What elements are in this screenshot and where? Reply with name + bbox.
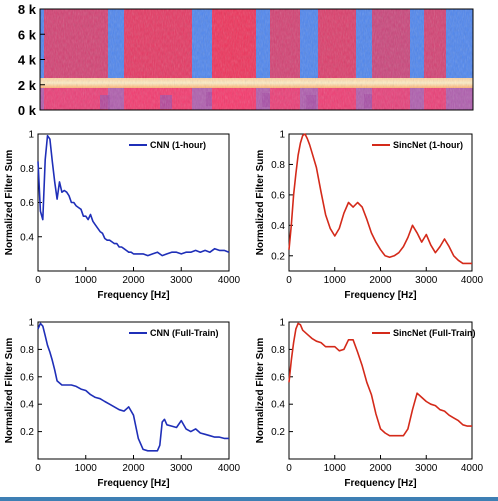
y-tick-label: 0.6 — [20, 372, 34, 383]
x-tick-label: 4000 — [218, 275, 241, 286]
x-tick-label: 2000 — [369, 463, 392, 474]
spectrogram-tick-label: 6 k — [18, 27, 37, 42]
spectrogram-tick-label: 8 k — [18, 2, 37, 17]
spectrogram-tick-label: 0 k — [18, 103, 37, 118]
spectrogram-tick-label: 2 k — [18, 78, 37, 93]
series-line — [37, 134, 230, 257]
y-tick-label: 0.8 — [20, 345, 34, 356]
y-tick-label: 0.2 — [20, 427, 34, 438]
chart-cnn-full-train: 0 1000 2000 3000 4000 0.2 0.4 0.6 0.8 1 Frequency … — [4, 318, 241, 490]
y-tick-label: 0.4 — [20, 232, 34, 243]
y-axis-label: Normalized Filter Sum — [255, 150, 266, 256]
spectrogram-tick-label: 4 k — [18, 53, 37, 68]
y-tick-label: 0.2 — [271, 427, 285, 438]
x-tick-label: 0 — [286, 463, 292, 474]
series-line — [288, 133, 472, 265]
x-tick-label: 3000 — [415, 463, 438, 474]
y-tick-label: 1 — [279, 130, 285, 141]
x-tick-label: 3000 — [170, 275, 193, 286]
y-axis-label: Normalized Filter Sum — [255, 338, 266, 444]
spectrogram-texture — [40, 9, 473, 110]
x-tick-label: 4000 — [461, 275, 484, 286]
chart-sincnet-full-train: 0 1000 2000 3000 4000 0.2 0.4 0.6 0.8 1 Frequency … — [255, 318, 484, 490]
series-line — [288, 322, 472, 437]
x-tick-label: 1000 — [75, 463, 98, 474]
legend-label: SincNet (1-hour) — [393, 140, 463, 150]
y-axis-label: Normalized Filter Sum — [4, 150, 15, 256]
x-tick-label: 1000 — [75, 275, 98, 286]
y-tick-label: 0.4 — [20, 400, 34, 411]
x-tick-label: 0 — [35, 275, 41, 286]
y-tick-label: 0.6 — [271, 372, 285, 383]
chart-sincnet-1-hour: 0 1000 2000 3000 4000 0.2 0.4 0.6 0.8 1 Frequency … — [255, 130, 484, 302]
x-tick-label: 3000 — [170, 463, 193, 474]
y-tick-label: 0.8 — [271, 345, 285, 356]
bottom-frame-bar — [0, 497, 498, 501]
legend-label: SincNet (Full-Train) — [393, 328, 476, 338]
x-axis-label: Frequency [Hz] — [344, 290, 416, 301]
x-axis-label: Frequency [Hz] — [97, 290, 169, 301]
y-tick-label: 0.6 — [271, 190, 285, 201]
x-tick-label: 1000 — [324, 275, 347, 286]
x-tick-label: 2000 — [122, 275, 145, 286]
y-tick-label: 0.4 — [271, 400, 285, 411]
x-tick-label: 2000 — [122, 463, 145, 474]
x-axis-label: Frequency [Hz] — [344, 478, 416, 489]
legend-label: CNN (Full-Train) — [150, 328, 219, 338]
chart-cnn-1-hour: 0 1000 2000 3000 4000 0.4 0.6 0.8 1 Frequency [Hz… — [4, 130, 241, 302]
y-tick-label: 1 — [279, 318, 285, 329]
y-tick-label: 0.6 — [20, 198, 34, 209]
x-tick-label: 4000 — [461, 463, 484, 474]
plot-frame — [37, 133, 230, 272]
y-tick-label: 0.4 — [271, 221, 285, 232]
y-tick-label: 0.8 — [20, 164, 34, 175]
x-tick-label: 3000 — [415, 275, 438, 286]
y-tick-label: 0.2 — [271, 251, 285, 262]
x-tick-label: 1000 — [324, 463, 347, 474]
legend-label: CNN (1-hour) — [150, 140, 206, 150]
y-axis-label: Normalized Filter Sum — [4, 338, 15, 444]
plot-frame — [37, 321, 230, 460]
x-axis-label: Frequency [Hz] — [97, 478, 169, 489]
y-tick-label: 1 — [28, 318, 34, 329]
x-tick-label: 0 — [286, 275, 292, 286]
x-tick-label: 2000 — [369, 275, 392, 286]
series-line — [37, 322, 229, 452]
plot-frame — [288, 321, 473, 460]
x-tick-label: 0 — [35, 463, 41, 474]
y-tick-label: 0.8 — [271, 160, 285, 171]
spectrogram: 8 k 6 k 4 k 2 k 0 k — [18, 2, 474, 118]
x-tick-label: 4000 — [218, 463, 241, 474]
y-tick-label: 1 — [28, 130, 34, 141]
spectrogram-y-ticks: 8 k 6 k 4 k 2 k 0 k — [18, 2, 45, 118]
